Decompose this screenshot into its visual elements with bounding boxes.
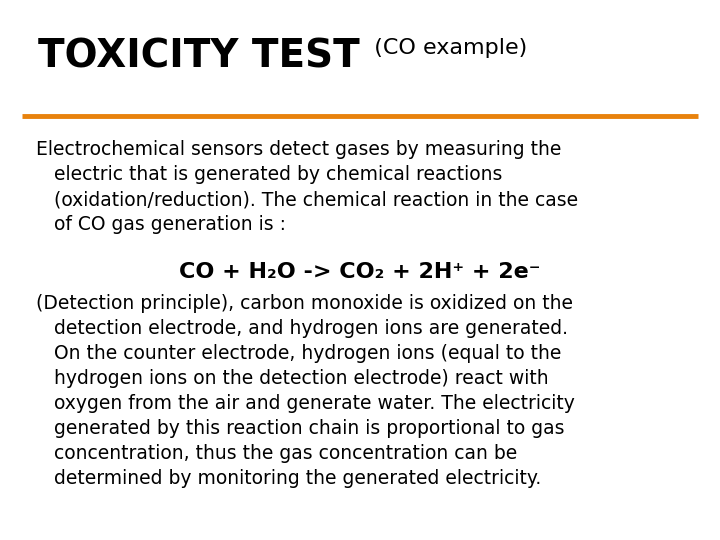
- Text: Electrochemical sensors detect gases by measuring the
   electric that is genera: Electrochemical sensors detect gases by …: [36, 140, 578, 234]
- Text: TOXICITY TEST: TOXICITY TEST: [38, 38, 360, 76]
- Text: (CO example): (CO example): [360, 38, 527, 58]
- Text: (Detection principle), carbon monoxide is oxidized on the
   detection electrode: (Detection principle), carbon monoxide i…: [36, 294, 575, 488]
- Text: CO + H₂O -> CO₂ + 2H⁺ + 2e⁻: CO + H₂O -> CO₂ + 2H⁺ + 2e⁻: [179, 262, 541, 282]
